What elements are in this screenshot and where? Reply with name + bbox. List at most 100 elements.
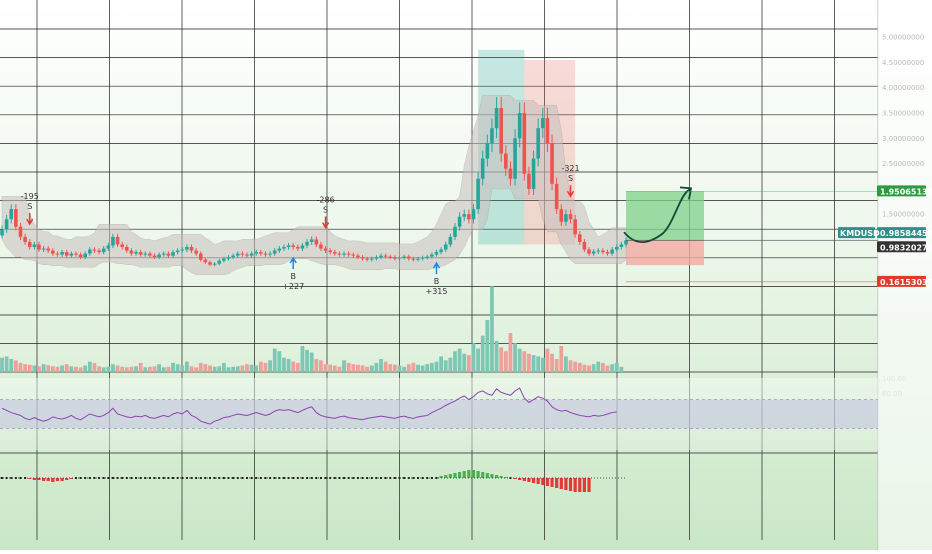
macd-bar [301, 477, 304, 479]
macd-bar [273, 477, 276, 479]
candle-body [624, 240, 628, 245]
candle-body [254, 252, 259, 254]
candle-body [439, 249, 443, 253]
rsi-panel: 100.0080.00 [0, 375, 907, 450]
macd-bar [370, 477, 373, 479]
macd-bar [51, 478, 55, 482]
price-badge-label: 0.98584459 [880, 229, 932, 238]
macd-bar [24, 477, 27, 479]
volume-bar [342, 360, 346, 372]
macd-bar [28, 478, 32, 479]
volume-bar [429, 362, 434, 372]
volume-bar [180, 365, 185, 372]
candle-body [240, 253, 245, 255]
volume-bar [272, 348, 277, 372]
macd-bar [255, 477, 258, 479]
macd-bar [564, 478, 568, 490]
macd-bar [375, 477, 378, 479]
macd-bar [476, 471, 480, 478]
volume-bar [295, 362, 300, 372]
candle-body [175, 250, 180, 253]
macd-bar [582, 478, 586, 492]
candle-body [296, 247, 300, 249]
macd-bar [559, 478, 563, 489]
volume-bar [605, 365, 610, 372]
volume-bar [527, 353, 531, 372]
sell-arrow [321, 216, 330, 230]
macd-bar [10, 477, 13, 479]
volume-bar [379, 359, 383, 372]
candle-body [499, 107, 503, 154]
volume-bar [374, 362, 379, 372]
volume-bar [69, 366, 74, 372]
volume-bar [18, 362, 23, 372]
volume-bar [161, 367, 166, 372]
macd-bar [65, 478, 69, 480]
volume-bar [226, 367, 231, 372]
volume-bar [268, 360, 272, 372]
volume-bar [106, 366, 111, 372]
candle-body [212, 263, 217, 265]
macd-bar [32, 478, 36, 480]
macd-bar [190, 477, 193, 479]
volume-bar [351, 364, 356, 372]
macd-bar [282, 477, 285, 479]
volume-bar [577, 362, 582, 372]
candle-body [268, 253, 272, 255]
volume-bar [402, 366, 407, 372]
candle-body [545, 118, 550, 144]
volume-bar [522, 351, 527, 372]
volume-bar [346, 362, 351, 372]
candle-body [467, 214, 471, 220]
volume-bar [120, 366, 125, 372]
macd-bar [471, 470, 476, 478]
macd-bar [204, 477, 207, 479]
volume-bar [92, 362, 97, 372]
macd-bar [153, 477, 156, 479]
volume-bar [328, 364, 333, 372]
volume-bar [573, 361, 578, 372]
candle-body [305, 241, 309, 246]
volume-bar [554, 359, 559, 372]
signal-sub: S [568, 174, 573, 183]
macd-bar [46, 478, 50, 481]
volume-bar [148, 366, 152, 372]
volume-bar [466, 355, 471, 372]
volume-bar [490, 286, 494, 372]
volume-bar [115, 365, 120, 372]
candle-body [125, 247, 129, 251]
volume-bar [332, 365, 337, 372]
candle-body [51, 250, 55, 254]
macd-bar [148, 477, 151, 479]
signal-label: -195 [21, 192, 39, 201]
signal-label: -321 [561, 164, 579, 173]
candle-body [198, 253, 203, 260]
price-badge-label: 1.95065138 [880, 187, 932, 196]
candle-body [286, 245, 291, 248]
price-scale-label: 5.00000000 [882, 34, 924, 42]
volume-bar [0, 357, 4, 372]
macd-bar [162, 477, 165, 479]
candle-body [148, 253, 152, 256]
signal-sub: +227 [282, 282, 304, 291]
macd-bar [213, 477, 216, 479]
candle-body [559, 209, 564, 222]
candle-body [517, 113, 522, 139]
volume-bar [392, 364, 397, 372]
candle-body [0, 229, 4, 236]
macd-bar [541, 478, 545, 485]
price-badge [877, 227, 926, 239]
candle-body [522, 113, 527, 174]
price-badge [877, 185, 926, 197]
candle-body [115, 236, 120, 245]
volume-bar [231, 366, 236, 372]
candle-body [420, 257, 425, 259]
macd-bar [426, 477, 429, 479]
candle-body [393, 257, 397, 259]
macd-panel [0, 470, 626, 492]
macd-bar [79, 477, 82, 479]
candle-body [235, 253, 240, 256]
macd-bar [102, 477, 105, 479]
candle-body [78, 254, 83, 258]
